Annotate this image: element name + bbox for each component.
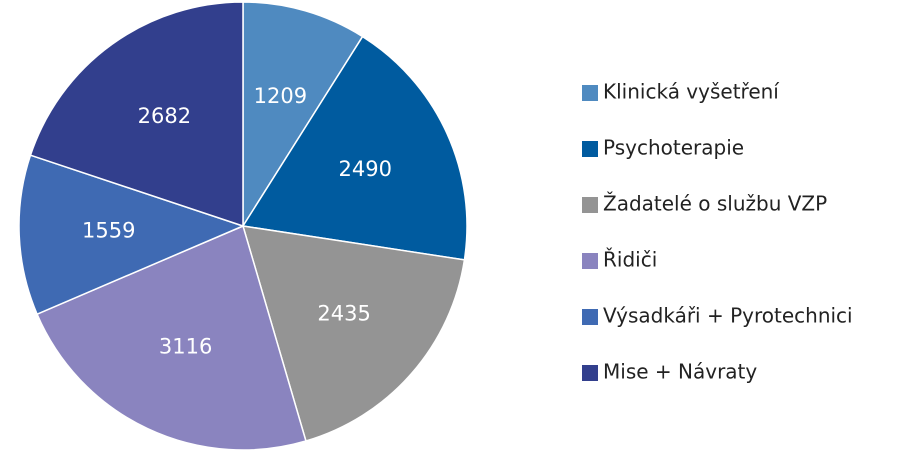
legend-label: Řidiči — [603, 248, 657, 272]
pie-slice — [241, 225, 466, 442]
legend-swatch — [582, 365, 598, 381]
pie-slice — [29, 1, 244, 228]
data-label: 2490 — [339, 157, 392, 181]
legend-swatch — [582, 141, 598, 157]
data-label: 3116 — [159, 335, 212, 359]
legend-label: Mise + Návraty — [603, 360, 757, 384]
pie-slice — [241, 35, 468, 261]
legend-label: Žadatelé o službu VZP — [603, 192, 827, 216]
legend-label: Klinická vyšetření — [603, 80, 780, 104]
legend-swatch — [582, 85, 598, 101]
legend-swatch — [582, 197, 598, 213]
legend-swatch — [582, 253, 598, 269]
legend-label: Psychoterapie — [603, 136, 744, 160]
data-label: 1559 — [82, 219, 135, 243]
pie-slice — [18, 154, 246, 316]
data-label: 2435 — [317, 302, 370, 326]
pie-slice — [36, 224, 307, 451]
pie-slice — [242, 1, 364, 229]
data-label: 1209 — [254, 84, 307, 108]
legend-swatch — [582, 309, 598, 325]
data-label: 2682 — [138, 104, 191, 128]
legend-label: Výsadkáři + Pyrotechnici — [603, 304, 853, 328]
